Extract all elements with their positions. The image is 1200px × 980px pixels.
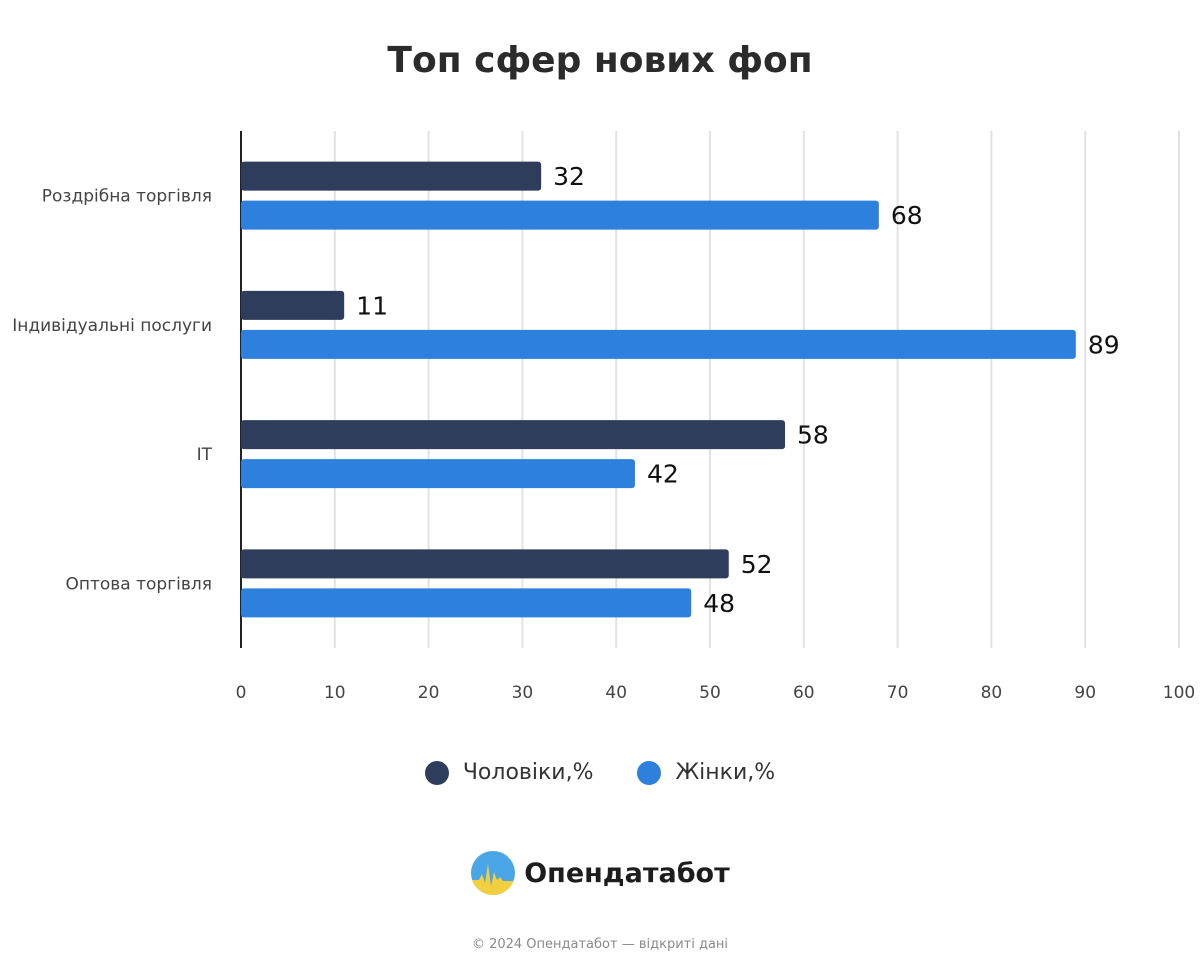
data-label: 42	[647, 460, 679, 489]
bar-women	[241, 329, 1076, 359]
x-tick-label: 70	[887, 683, 909, 703]
data-label: 68	[891, 201, 923, 230]
data-label: 89	[1088, 330, 1120, 359]
brand-logo: Опендатабот	[0, 850, 1200, 896]
legend-swatch-men	[424, 760, 449, 785]
x-tick-label: 30	[512, 683, 534, 703]
x-tick-label: 60	[793, 683, 815, 703]
legend-label-men: Чоловіки,%	[462, 760, 594, 785]
legend-item-women: Жінки,%	[637, 760, 775, 785]
bar-women	[241, 200, 879, 230]
data-label: 11	[356, 291, 388, 320]
data-label: 48	[703, 589, 735, 618]
copyright-text: © 2024 Опендатабот — відкриті дані	[471, 937, 729, 952]
bar-women	[241, 588, 692, 618]
bar-women	[241, 459, 635, 489]
x-tick-label: 100	[1163, 683, 1195, 703]
y-category-label: IT	[197, 445, 213, 465]
legend-item-men: Чоловіки,%	[424, 760, 594, 785]
y-category-label: Індивідуальні послуги	[12, 316, 212, 336]
y-category-label: Роздрібна торгівля	[42, 187, 212, 207]
bar-men	[241, 161, 542, 191]
bar-men	[241, 549, 729, 579]
x-tick-label: 50	[699, 683, 721, 703]
chart-title: Топ сфер нових фоп	[387, 40, 813, 81]
x-tick-label: 90	[1074, 683, 1096, 703]
x-tick-label: 10	[324, 683, 346, 703]
data-label: 52	[741, 550, 773, 579]
x-tick-label: 40	[605, 683, 627, 703]
legend-swatch-women	[637, 760, 662, 785]
chart-legend: Чоловіки,% Жінки,%	[0, 760, 1200, 785]
x-tick-label: 0	[236, 683, 247, 703]
bar-men	[241, 420, 786, 450]
legend-label-women: Жінки,%	[675, 760, 776, 785]
opendatabot-logo-icon	[471, 851, 516, 895]
bar-men	[241, 290, 345, 320]
x-tick-label: 80	[981, 683, 1003, 703]
x-tick-label: 20	[418, 683, 440, 703]
data-label: 32	[553, 162, 585, 191]
brand-name: Опендатабот	[524, 857, 730, 889]
y-category-label: Оптова торгівля	[65, 574, 212, 594]
data-label: 58	[797, 421, 829, 450]
